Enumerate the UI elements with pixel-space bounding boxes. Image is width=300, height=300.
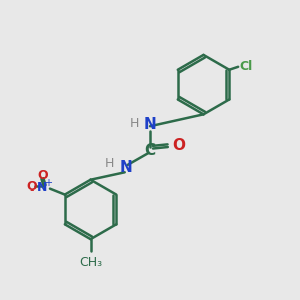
Text: CH₃: CH₃ <box>79 256 102 268</box>
Text: N: N <box>37 181 47 194</box>
Text: H: H <box>130 117 140 130</box>
Text: O: O <box>172 138 185 153</box>
Text: O: O <box>27 180 38 193</box>
Text: H: H <box>105 157 114 170</box>
Text: C: C <box>144 142 156 158</box>
Text: +: + <box>44 178 52 188</box>
Text: N: N <box>120 160 133 175</box>
Text: O: O <box>38 169 48 182</box>
Text: Cl: Cl <box>240 60 253 73</box>
Text: -: - <box>30 184 34 196</box>
Text: N: N <box>144 117 156 132</box>
